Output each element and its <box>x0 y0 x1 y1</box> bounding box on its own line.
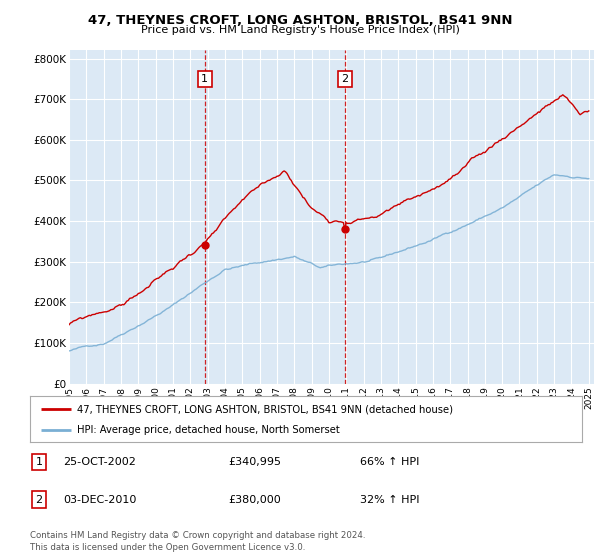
Text: 1: 1 <box>35 457 43 467</box>
Text: Price paid vs. HM Land Registry's House Price Index (HPI): Price paid vs. HM Land Registry's House … <box>140 25 460 35</box>
Text: HPI: Average price, detached house, North Somerset: HPI: Average price, detached house, Nort… <box>77 424 340 435</box>
Text: 2: 2 <box>35 494 43 505</box>
Text: 32% ↑ HPI: 32% ↑ HPI <box>360 494 419 505</box>
Text: £380,000: £380,000 <box>228 494 281 505</box>
Text: 2: 2 <box>341 74 349 84</box>
Text: Contains HM Land Registry data © Crown copyright and database right 2024.
This d: Contains HM Land Registry data © Crown c… <box>30 531 365 552</box>
Text: 25-OCT-2002: 25-OCT-2002 <box>63 457 136 467</box>
Text: 66% ↑ HPI: 66% ↑ HPI <box>360 457 419 467</box>
Text: 1: 1 <box>201 74 208 84</box>
Text: 03-DEC-2010: 03-DEC-2010 <box>63 494 136 505</box>
Text: 47, THEYNES CROFT, LONG ASHTON, BRISTOL, BS41 9NN: 47, THEYNES CROFT, LONG ASHTON, BRISTOL,… <box>88 14 512 27</box>
Text: 47, THEYNES CROFT, LONG ASHTON, BRISTOL, BS41 9NN (detached house): 47, THEYNES CROFT, LONG ASHTON, BRISTOL,… <box>77 404 453 414</box>
Text: £340,995: £340,995 <box>228 457 281 467</box>
